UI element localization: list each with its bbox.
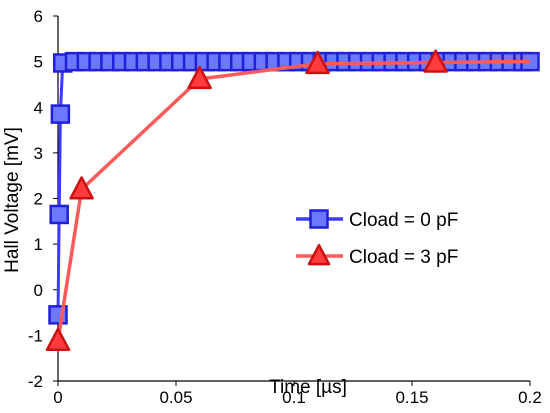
y-axis-label: Hall Voltage [mV] xyxy=(2,127,23,273)
legend-marker xyxy=(307,243,331,266)
x-tick-label: 0.05 xyxy=(159,388,192,407)
data-point xyxy=(187,65,212,90)
chart-axes: -2 -1 0 1 2 3 4 5 6 0 0.05 0.1 0.15 0.2 xyxy=(28,7,542,407)
chart-series xyxy=(45,49,540,352)
y-tick-label: 5 xyxy=(34,53,43,72)
y-tick-label: -1 xyxy=(28,326,43,345)
data-point xyxy=(50,104,71,124)
x-axis-label: Time [µs] xyxy=(269,377,347,398)
y-tick-label: 2 xyxy=(34,190,43,209)
series-line xyxy=(56,59,531,342)
x-tick-label: 0.1 xyxy=(282,388,306,407)
x-tick-label: 0.15 xyxy=(395,388,428,407)
series-cload-3pf xyxy=(45,49,531,352)
legend-marker xyxy=(309,209,329,229)
y-tick-label: 3 xyxy=(34,144,43,163)
data-point xyxy=(423,49,448,73)
data-point xyxy=(69,176,94,200)
x-tick-label: 0 xyxy=(53,388,62,407)
y-tick-label: 1 xyxy=(34,235,43,254)
legend-label: Cload = 3 pF xyxy=(349,247,458,268)
data-point xyxy=(49,204,69,225)
y-tick-label: 4 xyxy=(34,98,43,117)
series-line xyxy=(56,60,530,315)
data-point xyxy=(45,327,71,352)
chart-legend: Cload = 0 pF Cload = 3 pF xyxy=(296,209,458,268)
legend-label: Cload = 0 pF xyxy=(349,210,458,231)
y-tick-label: 0 xyxy=(34,281,43,300)
x-tick-label: 0.2 xyxy=(518,388,542,407)
y-tick-label: 6 xyxy=(34,7,43,26)
y-tick-label: -2 xyxy=(28,372,43,391)
data-point xyxy=(305,50,330,75)
series-cload-0pf xyxy=(48,51,540,325)
